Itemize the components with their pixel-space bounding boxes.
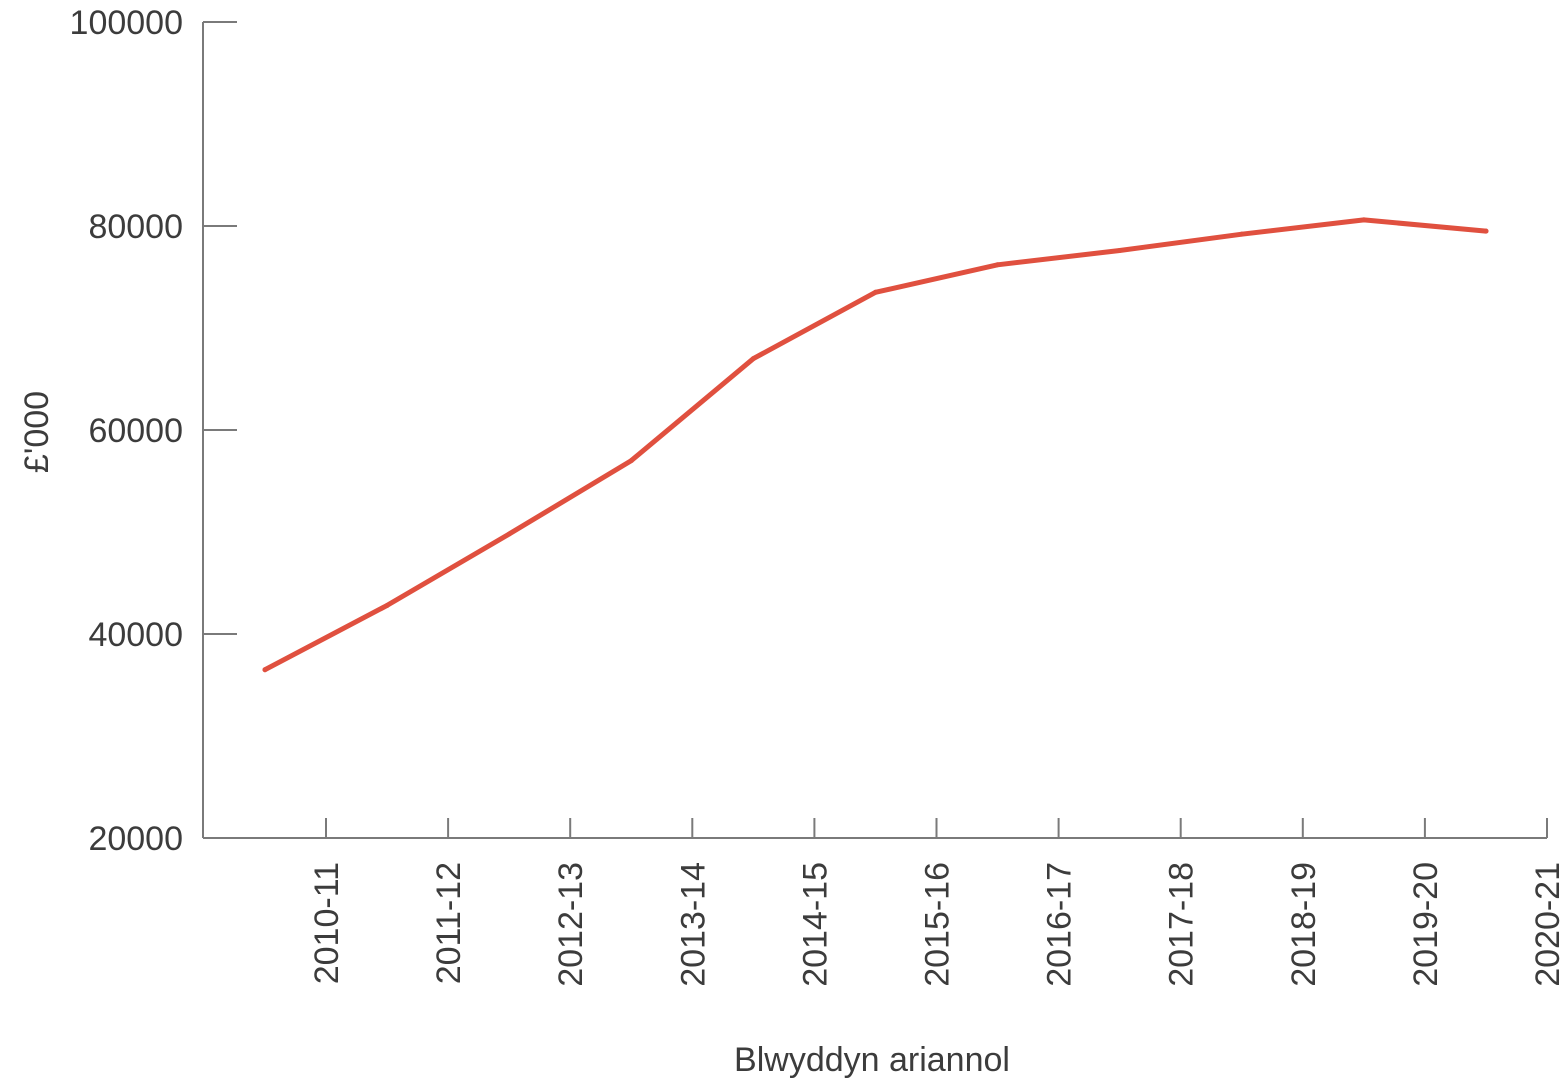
y-tick-label: 20000	[88, 820, 183, 858]
series-group	[262, 217, 1489, 673]
x-tick-label: 2019-20	[1407, 862, 1445, 987]
data-point	[384, 602, 390, 608]
x-axis: 2010-11 2011-12 2012-13 2013-14 2014-15 2015-…	[203, 818, 1562, 987]
data-point	[262, 667, 268, 673]
data-point	[1361, 217, 1367, 223]
y-tick-label: 40000	[88, 616, 183, 654]
data-point	[750, 356, 756, 362]
y-axis-title: £'000	[18, 391, 56, 473]
x-tick-label: 2015-16	[919, 862, 957, 987]
data-point	[628, 458, 634, 464]
y-tick-label: 80000	[88, 208, 183, 246]
y-tick-label: 60000	[88, 412, 183, 450]
y-tick-label: 100000	[70, 4, 183, 42]
data-point	[1239, 231, 1245, 237]
data-point	[1483, 228, 1489, 234]
x-tick-label: 2013-14	[674, 862, 712, 987]
x-tick-label: 2017-18	[1163, 862, 1201, 987]
x-tick-label: 2014-15	[796, 862, 834, 987]
data-point	[873, 289, 878, 295]
x-tick-label: 2020-21	[1529, 862, 1562, 987]
x-tick-label: 2018-19	[1285, 862, 1323, 987]
series-line	[262, 217, 1489, 673]
data-point	[506, 531, 512, 537]
data-point	[1117, 247, 1123, 253]
x-tick-label: 2011-12	[430, 862, 468, 984]
x-tick-label: 2016-17	[1041, 862, 1079, 987]
x-tick-label: 2010-11	[308, 862, 346, 984]
data-point	[995, 262, 1001, 268]
x-tick-label: 2012-13	[552, 862, 590, 987]
x-axis-title: Blwyddyn ariannol	[734, 1041, 1010, 1079]
y-axis: 20000 40000 60000 80000 100000	[70, 4, 237, 858]
